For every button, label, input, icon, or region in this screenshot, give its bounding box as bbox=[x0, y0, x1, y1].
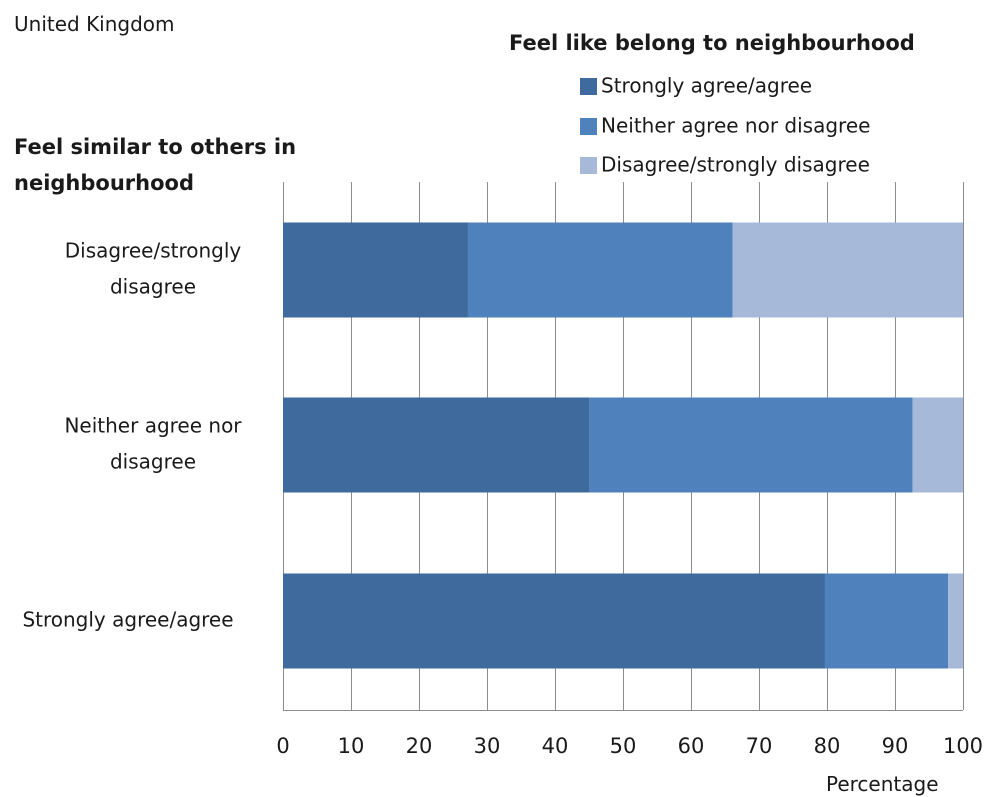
x-tick-label: 80 bbox=[814, 734, 841, 758]
x-tick-label: 30 bbox=[474, 734, 501, 758]
x-tick-label: 50 bbox=[610, 734, 637, 758]
bar-segment bbox=[283, 573, 825, 669]
x-tick-label: 10 bbox=[338, 734, 365, 758]
category-label: Strongly agree/agree bbox=[22, 608, 233, 632]
bar-segment bbox=[283, 222, 468, 318]
bar-segment bbox=[948, 573, 963, 669]
x-tick-label: 40 bbox=[542, 734, 569, 758]
legend-title: Feel like belong to neighbourhood bbox=[509, 31, 915, 55]
legend-swatch bbox=[580, 78, 597, 95]
x-axis-title: Percentage bbox=[826, 772, 939, 796]
bar-segment bbox=[732, 222, 963, 318]
x-tick-label: 90 bbox=[882, 734, 909, 758]
x-tick-labels: 0 10 20 30 40 50 60 70 80 90 100 bbox=[276, 734, 983, 758]
category-labels: Disagree/strongly disagree Neither agree n… bbox=[22, 239, 242, 632]
legend-label: Disagree/strongly disagree bbox=[601, 153, 870, 177]
category-label: Disagree/strongly bbox=[65, 239, 242, 263]
region-label: United Kingdom bbox=[14, 12, 175, 36]
category-label: disagree bbox=[110, 450, 196, 474]
x-tick-label: 0 bbox=[276, 734, 289, 758]
x-tick-label: 100 bbox=[943, 734, 983, 758]
bar-segment bbox=[912, 397, 963, 493]
x-tick-label: 70 bbox=[746, 734, 773, 758]
bar-segment bbox=[283, 397, 590, 493]
legend-label: Neither agree nor disagree bbox=[601, 114, 870, 138]
y-axis-title-line-1: Feel similar to others in bbox=[14, 135, 296, 159]
bar-segment bbox=[589, 397, 913, 493]
bar-segment bbox=[824, 573, 949, 669]
x-tick-label: 60 bbox=[678, 734, 705, 758]
legend: Strongly agree/agree Neither agree nor di… bbox=[580, 74, 870, 177]
legend-swatch bbox=[580, 157, 597, 174]
x-tick-label: 20 bbox=[406, 734, 433, 758]
category-label: disagree bbox=[110, 275, 196, 299]
legend-swatch bbox=[580, 118, 597, 135]
category-label: Neither agree nor bbox=[64, 414, 242, 438]
y-axis-title-line-2: neighbourhood bbox=[14, 171, 194, 195]
bars bbox=[283, 222, 963, 669]
bar-segment bbox=[467, 222, 733, 318]
legend-label: Strongly agree/agree bbox=[601, 74, 812, 98]
